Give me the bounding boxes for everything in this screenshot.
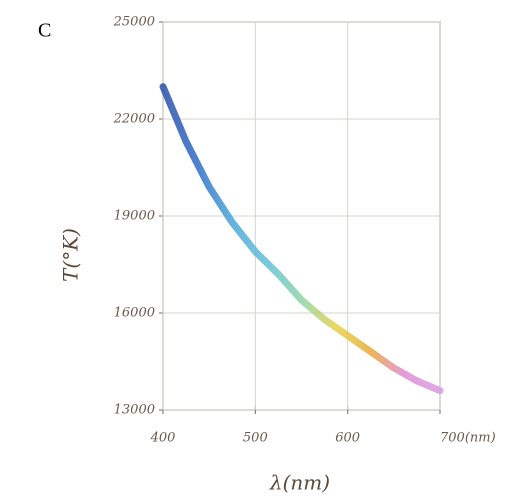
x-tick-label: 700(nm) <box>440 431 496 446</box>
data-line <box>159 83 444 395</box>
x-tick-label: 400 <box>150 431 176 446</box>
y-axis-title: T(°K) <box>59 228 83 282</box>
y-tick-label: 25000 <box>113 15 155 30</box>
x-tick-label: 600 <box>335 431 360 446</box>
y-tick-label: 13000 <box>114 403 155 418</box>
y-tick-label: 22000 <box>113 112 155 127</box>
y-tick-label: 19000 <box>114 209 155 224</box>
panel-label: C <box>38 20 51 42</box>
x-tick-label: 500 <box>243 431 268 446</box>
y-tick-label: 16000 <box>114 306 155 321</box>
x-axis-title: λ(nm) <box>269 471 330 495</box>
